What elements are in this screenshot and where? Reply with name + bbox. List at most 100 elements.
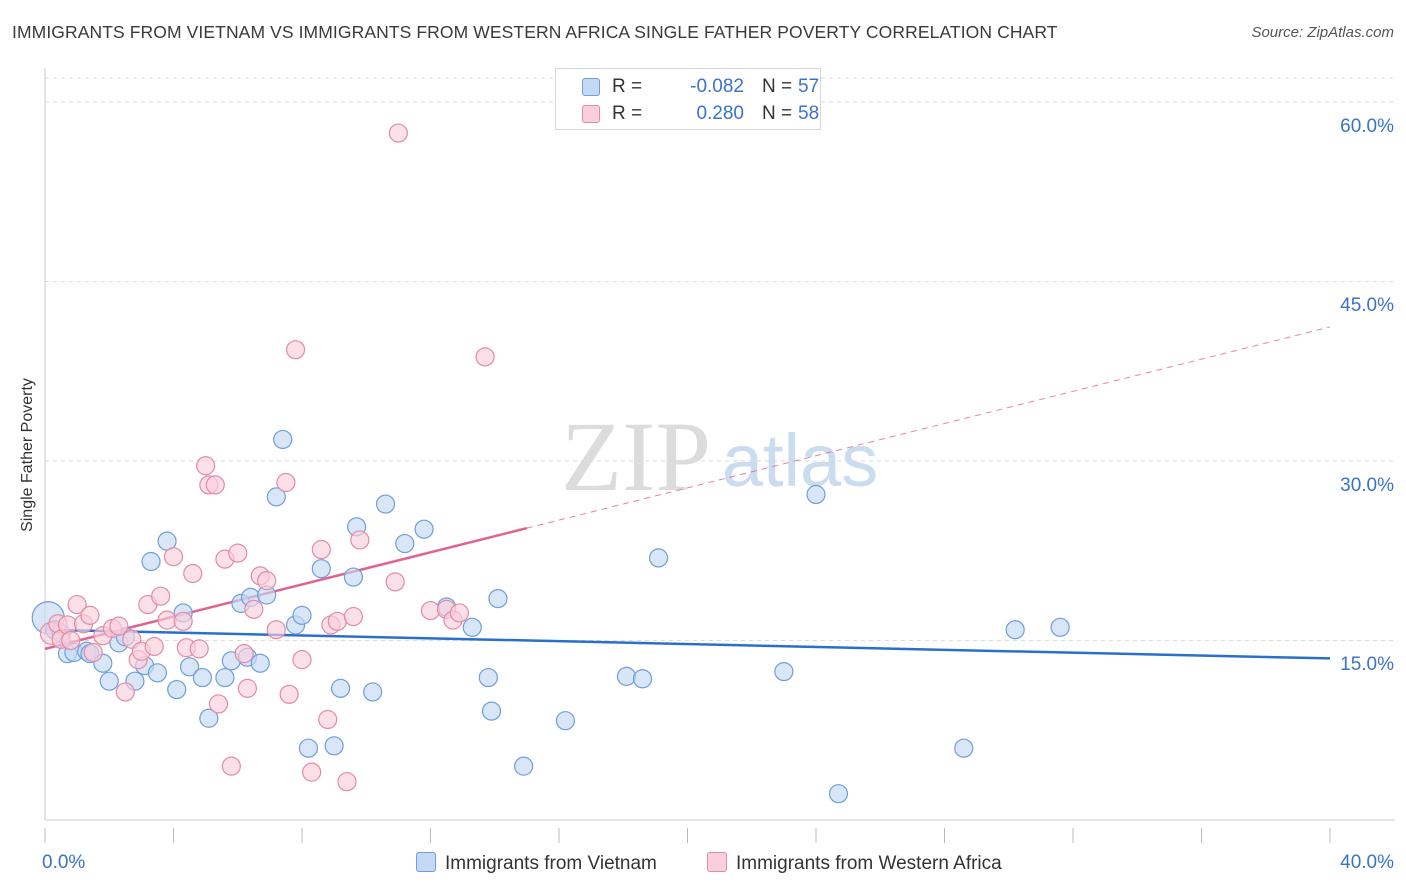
y-tick-label: 30.0%: [1340, 474, 1394, 496]
point-vietnam: [266, 487, 286, 507]
y-tick-label: 60.0%: [1340, 115, 1394, 137]
y-tick-label: 15.0%: [1340, 654, 1394, 676]
point-vietnam: [488, 588, 508, 609]
gridlines: [45, 77, 1395, 641]
point-vietnam: [311, 559, 331, 579]
point-wafrica: [311, 539, 331, 560]
point-vietnam: [324, 736, 344, 756]
point-wafrica: [285, 340, 306, 360]
point-wafrica: [337, 772, 357, 792]
point-wafrica: [385, 572, 405, 592]
watermark-atlas: atlas: [722, 419, 878, 502]
point-wafrica: [302, 762, 322, 782]
point-vietnam: [828, 784, 849, 804]
point-wafrica: [388, 123, 408, 143]
point-wafrica: [221, 756, 241, 776]
legend-n-label: N =: [762, 76, 793, 97]
point-wafrica: [318, 709, 338, 730]
chart-title: IMMIGRANTS FROM VIETNAM VS IMMIGRANTS FR…: [12, 22, 1058, 42]
source-label: Source: ZipAtlas.com: [1251, 24, 1394, 41]
y-tick-label: 45.0%: [1340, 295, 1394, 317]
point-vietnam: [555, 711, 576, 731]
point-wafrica: [276, 472, 296, 493]
legend-n-value: 57: [798, 76, 820, 97]
point-vietnam: [99, 671, 119, 691]
point-wafrica: [234, 644, 254, 664]
point-wafrica: [109, 616, 129, 636]
point-wafrica: [257, 571, 277, 591]
bottom-legend-vietnam-label: Immigrants from Vietnam: [445, 853, 657, 874]
point-vietnam: [1005, 620, 1025, 640]
point-vietnam: [954, 738, 974, 758]
legend-n-value: 58: [798, 103, 820, 124]
point-wafrica: [173, 611, 193, 631]
point-wafrica: [420, 600, 441, 621]
point-wafrica: [67, 594, 87, 615]
point-wafrica: [189, 639, 209, 659]
bottom-legend-vietnam: Immigrants from Vietnam: [416, 852, 657, 875]
point-vietnam: [330, 678, 351, 698]
point-wafrica: [292, 650, 312, 670]
x-tick-label-min: 0.0%: [42, 852, 86, 873]
point-vietnam: [273, 429, 293, 450]
bottom-legend-wafrica: Immigrants from Western Africa: [707, 852, 1002, 875]
trend-line-vietnam: [44, 628, 1331, 660]
point-vietnam: [774, 661, 794, 682]
wafrica-swatch: [582, 105, 600, 123]
point-wafrica: [449, 603, 470, 623]
legend-r-label: R =: [612, 76, 643, 97]
point-vietnam: [292, 605, 312, 625]
bottom-legend-wafrica-label: Immigrants from Western Africa: [736, 853, 1002, 874]
watermark-zip: ZIP: [561, 401, 711, 512]
point-vietnam: [141, 551, 161, 572]
point-vietnam: [192, 667, 213, 688]
point-vietnam: [363, 682, 383, 702]
point-vietnam: [632, 669, 653, 689]
point-wafrica: [163, 547, 184, 567]
point-wafrica: [83, 642, 103, 663]
point-wafrica: [343, 606, 363, 627]
point-wafrica: [80, 605, 100, 625]
point-wafrica: [157, 610, 177, 630]
point-wafrica: [279, 684, 299, 704]
point-vietnam: [199, 708, 219, 728]
axes: [44, 68, 1395, 843]
point-vietnam: [343, 567, 363, 587]
wafrica-swatch: [707, 852, 727, 872]
legend-n-label: N =: [762, 103, 793, 124]
point-wafrica: [115, 682, 135, 702]
point-vietnam: [478, 667, 498, 688]
point-vietnam: [481, 701, 502, 721]
point-wafrica: [266, 620, 286, 640]
trend-line-extension-wafrica: [526, 326, 1331, 529]
legend-r-value: 0.280: [696, 103, 744, 124]
point-vietnam: [167, 679, 187, 700]
x-tick-label-max: 40.0%: [1340, 852, 1394, 873]
point-vietnam: [375, 494, 396, 514]
point-vietnam: [414, 519, 434, 539]
data-points: [31, 123, 1070, 804]
watermark: ZIP atlas: [561, 401, 878, 512]
point-wafrica: [144, 636, 164, 657]
point-vietnam: [648, 548, 669, 568]
point-vietnam: [298, 738, 319, 758]
point-vietnam: [179, 657, 200, 677]
point-wafrica: [237, 678, 257, 698]
point-wafrica: [57, 615, 78, 635]
point-wafrica: [475, 347, 495, 367]
point-vietnam: [215, 667, 235, 688]
point-vietnam: [806, 484, 826, 505]
point-vietnam: [250, 653, 270, 673]
legend-r-label: R =: [612, 103, 643, 124]
vietnam-swatch: [582, 78, 600, 96]
point-wafrica: [205, 475, 225, 495]
point-wafrica: [61, 630, 81, 651]
legend-r-value: -0.082: [690, 76, 744, 97]
point-vietnam: [1050, 617, 1070, 637]
point-vietnam: [462, 617, 482, 637]
point-vietnam: [616, 666, 637, 686]
point-vietnam: [395, 533, 415, 554]
correlation-legend: R = -0.082 N = 57 R = 0.280 N = 58: [555, 68, 821, 130]
y-axis-label: Single Father Poverty: [19, 378, 36, 532]
